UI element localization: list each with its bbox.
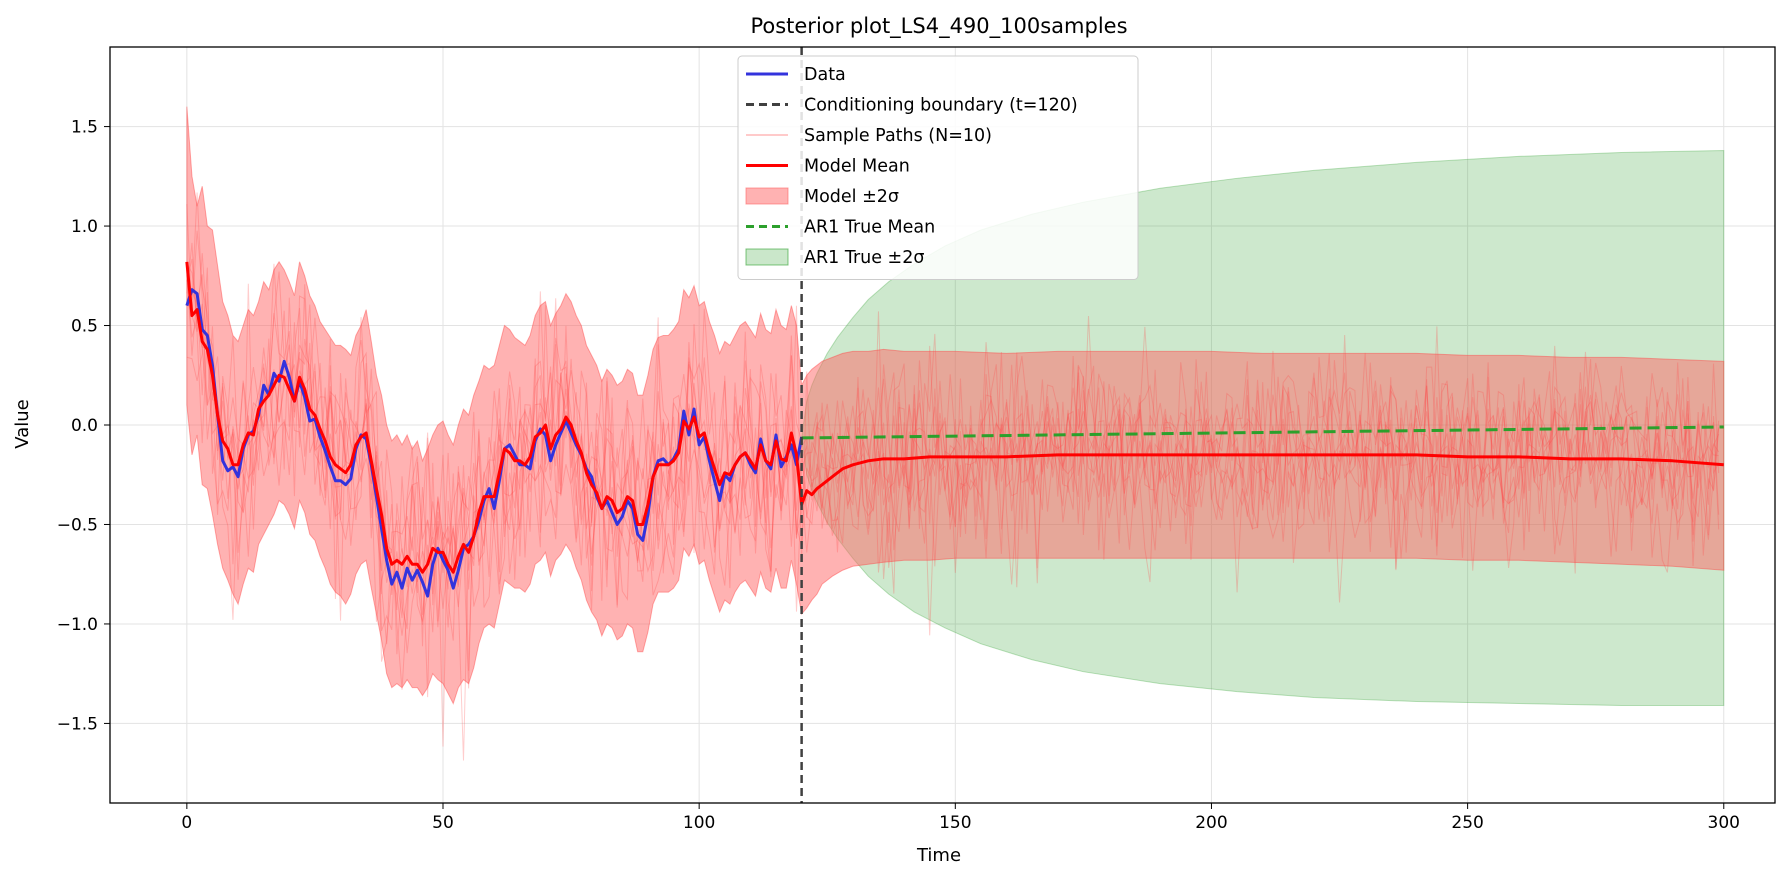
y-tick-label: 0.5 <box>71 317 98 337</box>
y-tick-label: 1.5 <box>71 118 98 138</box>
y-axis-label: Value <box>12 399 33 448</box>
legend-label-ar1-mean: AR1 True Mean <box>804 218 935 238</box>
sample-path <box>186 263 1720 690</box>
sample-path <box>186 253 1719 655</box>
y-tick-label: −0.5 <box>57 515 98 535</box>
x-tick-label: 250 <box>1451 813 1483 833</box>
model-band <box>186 106 1725 705</box>
sample-path <box>186 230 1720 612</box>
legend-label-samples: Sample Paths (N=10) <box>804 126 992 146</box>
legend-label-ar1-band: AR1 True ±2σ <box>804 248 924 268</box>
x-tick-label: 0 <box>181 813 192 833</box>
x-tick-label: 150 <box>939 813 971 833</box>
x-axis-label: Time <box>916 845 961 866</box>
sample-path <box>186 267 1720 689</box>
sample-path <box>186 279 1720 747</box>
sample-path <box>186 204 1720 645</box>
data-line <box>185 288 804 598</box>
legend-swatch-model-band <box>745 187 789 205</box>
legend-box <box>737 55 1139 280</box>
sample-path <box>186 192 1720 636</box>
legend-swatch-ar1-band <box>745 248 789 266</box>
legend: Data Conditioning boundary (t=120) Sample … <box>737 55 1139 280</box>
sample-path <box>186 267 1720 641</box>
x-tick-label: 100 <box>683 813 715 833</box>
y-tick-label: 0.0 <box>71 416 98 436</box>
y-tick-label: −1.5 <box>57 714 98 734</box>
legend-label-model-band: Model ±2σ <box>804 187 899 207</box>
legend-label-data: Data <box>804 65 846 85</box>
sample-path <box>186 274 1720 698</box>
legend-label-model-mean: Model Mean <box>804 157 910 177</box>
ar1-mean-line <box>801 425 1724 440</box>
chart-title: Posterior plot_LS4_490_100samples <box>750 14 1127 39</box>
y-tick-label: 1.0 <box>71 217 98 237</box>
sample-path <box>186 242 1720 761</box>
x-tick-label: 200 <box>1195 813 1227 833</box>
x-tick-label: 50 <box>432 813 454 833</box>
x-tick-label: 300 <box>1708 813 1740 833</box>
legend-label-boundary: Conditioning boundary (t=120) <box>804 96 1078 116</box>
y-tick-label: −1.0 <box>57 615 98 635</box>
plot-area: 0 50 100 150 200 250 300 −1.5 −1.0 −0.5 0.0 0.5 1.0 1… <box>57 46 1776 833</box>
model-mean-line <box>185 261 1724 574</box>
